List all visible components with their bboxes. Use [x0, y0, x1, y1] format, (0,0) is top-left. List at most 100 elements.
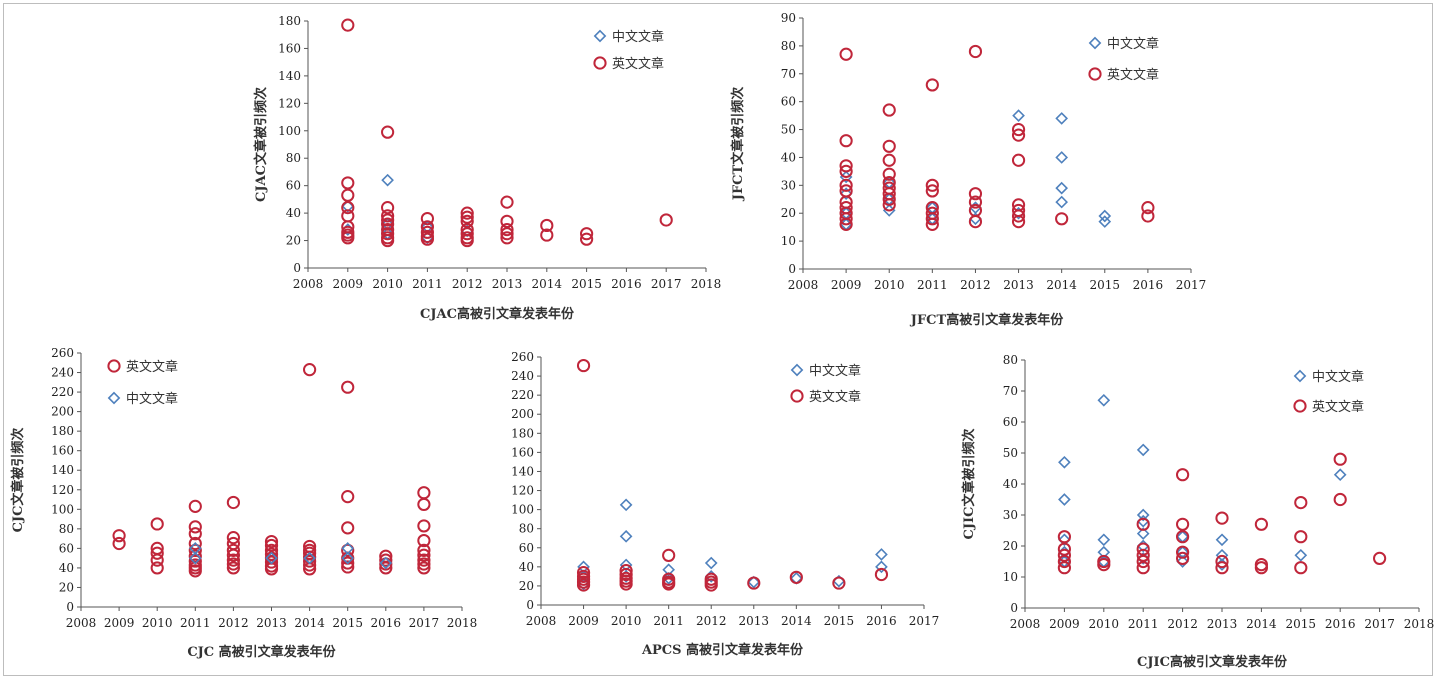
data-point — [1136, 443, 1150, 457]
x-tick-label: 2013 — [1207, 617, 1238, 631]
y-tick-label: 160 — [278, 41, 301, 55]
data-point — [150, 546, 164, 560]
x-tick-label: 2011 — [1128, 617, 1159, 631]
data-point — [226, 495, 240, 510]
cjic-scatter-chart: 0 10 20 30 40 50 60 70 80 2008 2009 2010 2011 2012 201… — [961, 353, 1435, 670]
x-tick-label: 2008 — [1010, 617, 1041, 631]
data-point — [341, 490, 355, 504]
data-point — [1215, 554, 1229, 569]
data-point — [1097, 533, 1111, 547]
x-tick-label: 2017 — [409, 616, 440, 630]
y-tick-label: 100 — [278, 124, 301, 138]
y-tick-label: 10 — [781, 234, 796, 248]
x-tick-label: 2013 — [256, 616, 287, 630]
data-point — [500, 231, 514, 245]
x-tick-label: 2017 — [1176, 278, 1207, 292]
x-tick-label: 2012 — [696, 614, 727, 628]
y-tick-label: 220 — [51, 385, 74, 399]
x-tick-label: 2016 — [1133, 278, 1164, 292]
data-point — [1294, 496, 1308, 510]
data-point — [576, 358, 591, 373]
legend-marker — [107, 391, 121, 405]
y-tick-label: 260 — [511, 350, 534, 364]
data-point — [1294, 548, 1308, 562]
data-point — [303, 554, 317, 568]
data-point — [1176, 555, 1189, 568]
data-point — [379, 553, 393, 567]
data-point — [580, 232, 594, 246]
data-point — [381, 201, 395, 215]
data-point — [150, 517, 164, 531]
legend-marker — [1293, 399, 1307, 413]
x-tick-label: 2008 — [788, 278, 819, 292]
legend-marker — [107, 359, 121, 373]
data-point — [460, 206, 474, 220]
data-point — [500, 227, 514, 241]
data-point — [420, 212, 434, 226]
data-point — [1058, 455, 1071, 469]
data-point — [1097, 558, 1111, 572]
data-point — [420, 232, 434, 246]
y-tick-label: 0 — [526, 598, 534, 612]
data-point — [1011, 122, 1026, 137]
data-point — [341, 556, 355, 570]
legend-label: 中文文章 — [126, 391, 178, 407]
y-tick-label: 20 — [59, 580, 74, 594]
data-point — [839, 134, 853, 148]
x-tick-label: 2013 — [492, 277, 523, 291]
data-point — [1215, 533, 1229, 547]
data-point — [341, 551, 355, 565]
data-point — [1012, 109, 1025, 122]
x-tick-label: 2010 — [874, 278, 905, 292]
y-tick-label: 180 — [278, 14, 301, 28]
data-point — [226, 557, 240, 571]
data-point — [619, 529, 633, 543]
y-tick-label: 0 — [293, 261, 301, 275]
data-point — [188, 520, 202, 534]
data-point — [882, 103, 896, 117]
x-tick-label: 2011 — [412, 277, 443, 291]
data-point — [839, 217, 853, 231]
x-axis-label: CJIC高被引文章发表年份 — [1137, 654, 1288, 670]
data-point — [874, 567, 889, 582]
data-point — [303, 558, 317, 572]
data-point — [264, 534, 279, 549]
data-point — [420, 220, 434, 234]
x-tick-label: 2014 — [781, 614, 812, 628]
data-point — [417, 533, 431, 548]
series-english — [576, 358, 889, 592]
data-point — [540, 228, 554, 242]
data-point — [303, 363, 317, 377]
y-axis-label: CJAC文章被引频次 — [253, 87, 269, 202]
data-point — [1057, 548, 1072, 562]
data-point — [1055, 181, 1068, 195]
data-point — [500, 214, 514, 228]
x-tick-label: 2015 — [824, 614, 855, 628]
data-point — [460, 210, 474, 224]
data-point — [460, 233, 474, 248]
legend-marker — [1088, 36, 1102, 50]
data-point — [1136, 527, 1150, 540]
x-tick-label: 2009 — [1049, 617, 1080, 631]
data-point — [500, 222, 514, 237]
x-tick-label: 2018 — [1404, 617, 1435, 631]
y-tick-label: 180 — [51, 424, 74, 438]
data-point — [576, 578, 591, 592]
y-tick-label: 80 — [1003, 353, 1018, 367]
data-point — [1097, 393, 1111, 407]
x-axis-label: JFCT高被引文章发表年份 — [910, 312, 1064, 328]
data-point — [747, 576, 761, 590]
data-point — [1333, 492, 1347, 507]
y-tick-label: 30 — [781, 178, 796, 192]
y-tick-label: 60 — [59, 541, 74, 555]
data-point — [1057, 530, 1072, 544]
data-point — [1215, 561, 1229, 575]
x-tick-label: 2015 — [1090, 278, 1121, 292]
data-point — [381, 227, 395, 241]
data-point — [112, 536, 126, 551]
data-point — [188, 536, 202, 551]
y-tick-label: 60 — [286, 179, 301, 193]
y-tick-label: 80 — [59, 522, 74, 536]
data-point — [1055, 151, 1068, 164]
y-tick-label: 0 — [66, 600, 74, 614]
